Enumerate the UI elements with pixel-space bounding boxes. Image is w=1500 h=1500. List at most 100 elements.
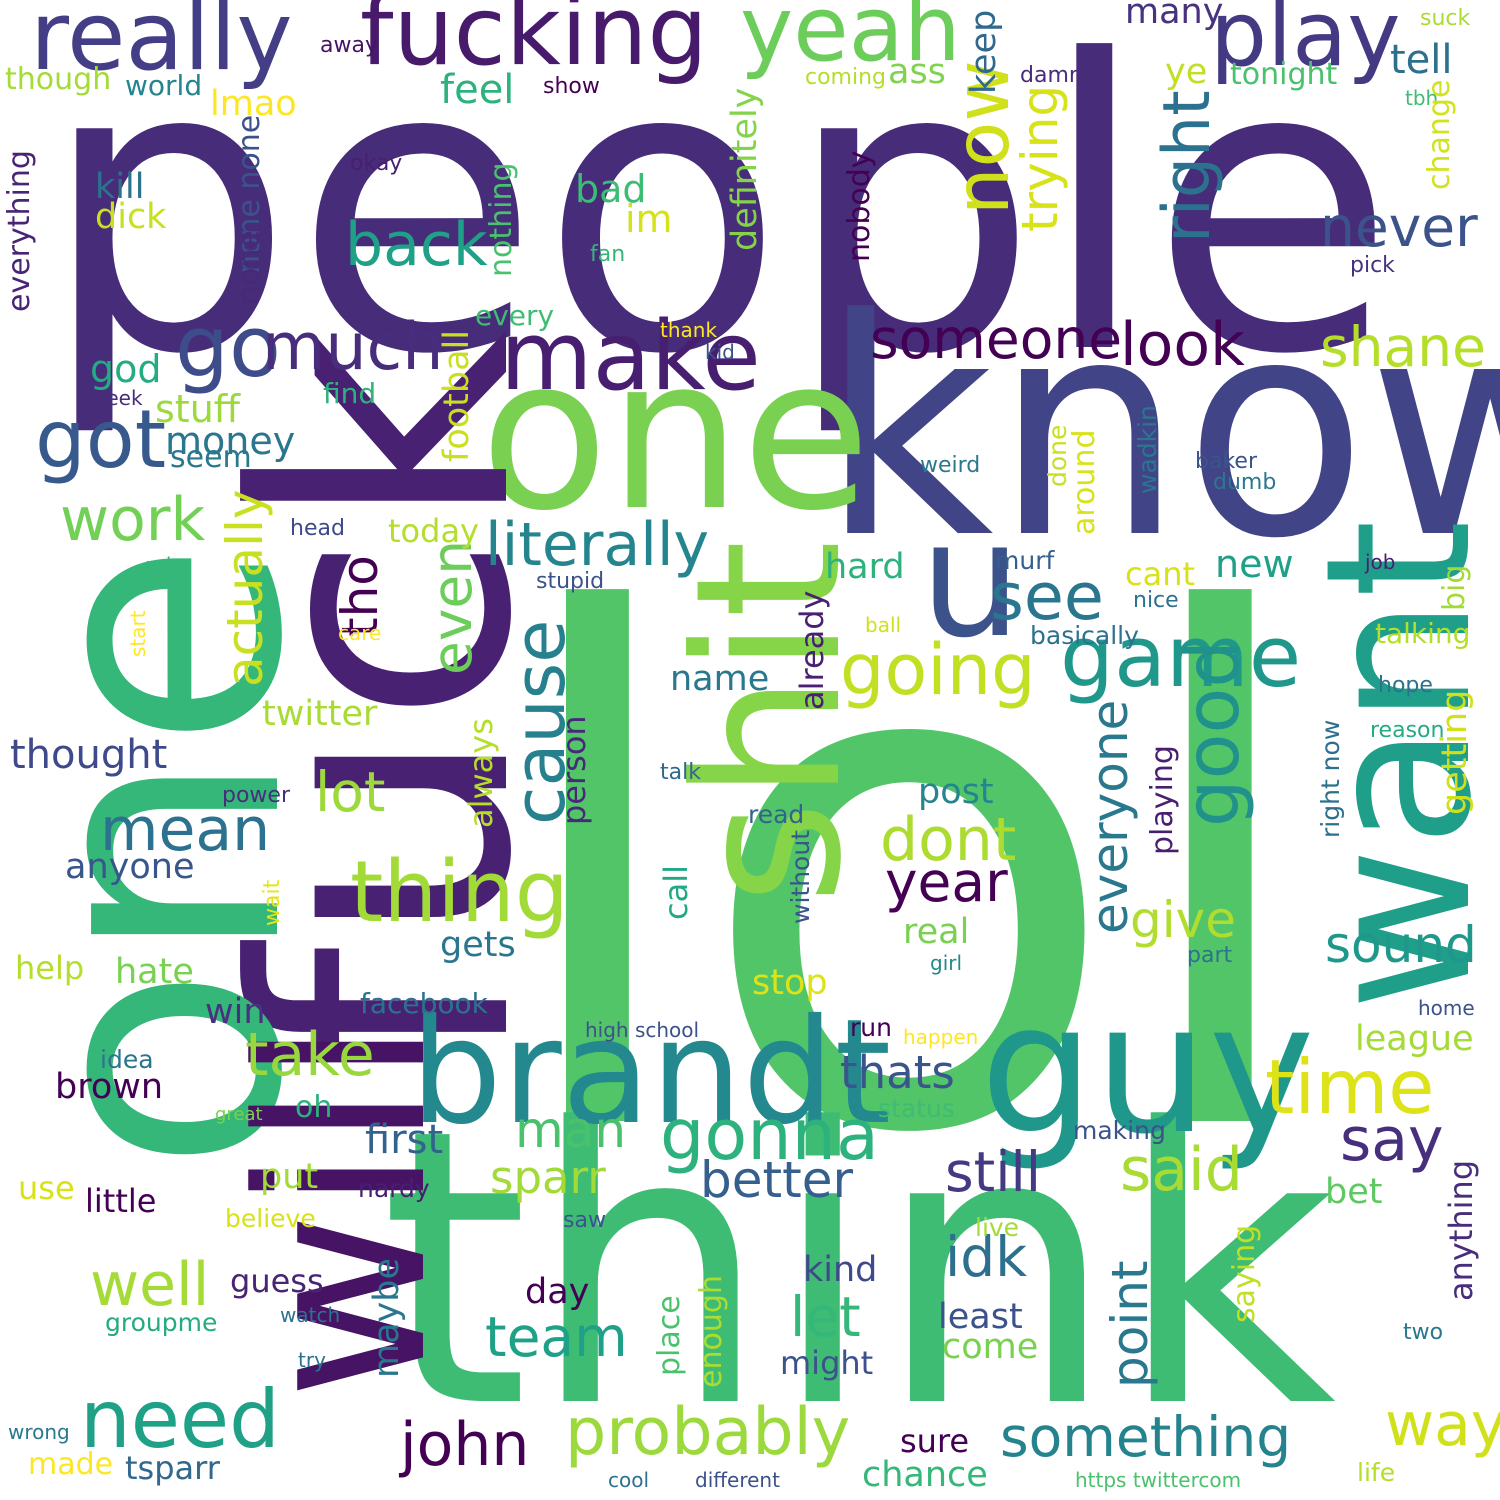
word-stuff: stuff: [155, 387, 240, 431]
word-people: people: [40, 0, 1396, 442]
word-saw: saw: [563, 1208, 606, 1233]
word-league: league: [1355, 1019, 1474, 1059]
word-status: status: [878, 1094, 955, 1123]
word-rule: rule: [145, 553, 184, 577]
word-weird: weird: [920, 453, 981, 478]
word-feel: feel: [440, 67, 515, 113]
word-tsparr: tsparr: [125, 1449, 220, 1487]
word-said: said: [1120, 1135, 1243, 1205]
word-might: might: [780, 1344, 874, 1382]
word-dont: dont: [880, 805, 1017, 875]
word-nobody: nobody: [842, 150, 877, 262]
word-wrong: wrong: [8, 1420, 70, 1444]
word-without: without: [786, 830, 815, 924]
word-take: take: [245, 1020, 375, 1090]
word-different: different: [695, 1468, 780, 1492]
word-reason: reason: [1370, 718, 1445, 743]
word-football: football: [437, 330, 477, 462]
word-really: really: [30, 0, 293, 92]
word-find: find: [323, 377, 377, 410]
word-damn: damn: [1020, 63, 1083, 88]
word-ball: ball: [865, 613, 902, 637]
word-john: john: [400, 1410, 530, 1480]
word-sure: sure: [900, 1422, 970, 1460]
word-u: u: [920, 486, 1022, 673]
word-two: two: [1403, 1320, 1444, 1345]
word-seem: seem: [170, 440, 252, 475]
word-everything: everything: [2, 150, 37, 312]
word-lmao: lmao: [210, 84, 297, 124]
word-first: first: [365, 1117, 444, 1163]
word-think: think: [380, 1048, 1337, 1491]
word-suck: suck: [1420, 6, 1471, 31]
word-tbh: tbh: [1405, 86, 1439, 110]
word-today: today: [388, 512, 479, 550]
word-already: already: [793, 590, 831, 710]
word-fucking: fucking: [360, 0, 708, 87]
word-lol: lol: [500, 472, 1318, 1287]
word-making: making: [1073, 1116, 1166, 1145]
word-hard: hard: [825, 547, 905, 587]
word-never: never: [1320, 195, 1478, 259]
word-nothing: nothing: [484, 162, 519, 277]
word-make: make: [500, 302, 761, 412]
word-time: time: [1265, 1043, 1435, 1131]
word-name: name: [670, 659, 770, 699]
word-well: well: [90, 1250, 210, 1320]
word-im: im: [625, 197, 673, 241]
word-much: much: [262, 310, 444, 385]
word-game: game: [1060, 608, 1302, 707]
word-lot: lot: [315, 760, 386, 824]
word-tonight: tonight: [1230, 57, 1338, 92]
word-care: care: [338, 621, 382, 645]
word-shit: shit: [653, 540, 886, 905]
word-getting: getting: [1435, 690, 1475, 816]
word-look: look: [1120, 310, 1245, 380]
word-girl: girl: [930, 951, 963, 975]
word-new: new: [1215, 542, 1294, 586]
word-nice: nice: [1133, 588, 1179, 613]
word-part: part: [1187, 943, 1233, 968]
word-put: put: [260, 1157, 319, 1197]
word-anything: anything: [1442, 1160, 1480, 1302]
word-call: call: [657, 865, 695, 920]
word-coming: coming: [805, 65, 887, 90]
word-everyone: everyone: [1081, 700, 1139, 935]
word-made: made: [28, 1447, 114, 1482]
word-money: money: [165, 419, 296, 463]
word-wait: wait: [260, 880, 285, 927]
word-away: away: [320, 33, 378, 58]
word-many: many: [1125, 0, 1224, 32]
word-nardy: nardy: [358, 1174, 430, 1203]
word-tell: tell: [1390, 37, 1453, 83]
word-anyone: anyone: [65, 847, 195, 887]
word-probably: probably: [565, 1395, 851, 1470]
word-win: win: [205, 992, 266, 1032]
word-bet: bet: [1325, 1172, 1383, 1212]
word-idk: idk: [945, 1225, 1028, 1289]
word-play: play: [1210, 0, 1401, 87]
word-happen: happen: [903, 1025, 979, 1049]
word-way: way: [1385, 1390, 1500, 1460]
word-believe: believe: [225, 1204, 316, 1233]
word-week: week: [90, 386, 143, 410]
word-got: got: [35, 393, 167, 486]
word-show: show: [543, 74, 600, 99]
word-mean: mean: [100, 795, 271, 865]
word-https-twittercom: https twittercom: [1075, 1468, 1242, 1492]
word-gonna: gonna: [660, 1094, 879, 1176]
word-give: give: [1130, 891, 1236, 949]
word-hate: hate: [115, 952, 194, 992]
word-dumb: dumb: [1213, 470, 1277, 495]
word-gets: gets: [440, 925, 516, 965]
word-one: one: [480, 312, 871, 557]
word-big: big: [1437, 565, 1472, 612]
word-watch: watch: [280, 1303, 341, 1327]
word-around: around: [1067, 430, 1102, 536]
word-thats: thats: [840, 1046, 955, 1099]
word-see: see: [990, 560, 1104, 635]
word-guess: guess: [230, 1262, 324, 1300]
word-thank: thank: [660, 318, 718, 342]
word-least: least: [938, 1297, 1023, 1337]
